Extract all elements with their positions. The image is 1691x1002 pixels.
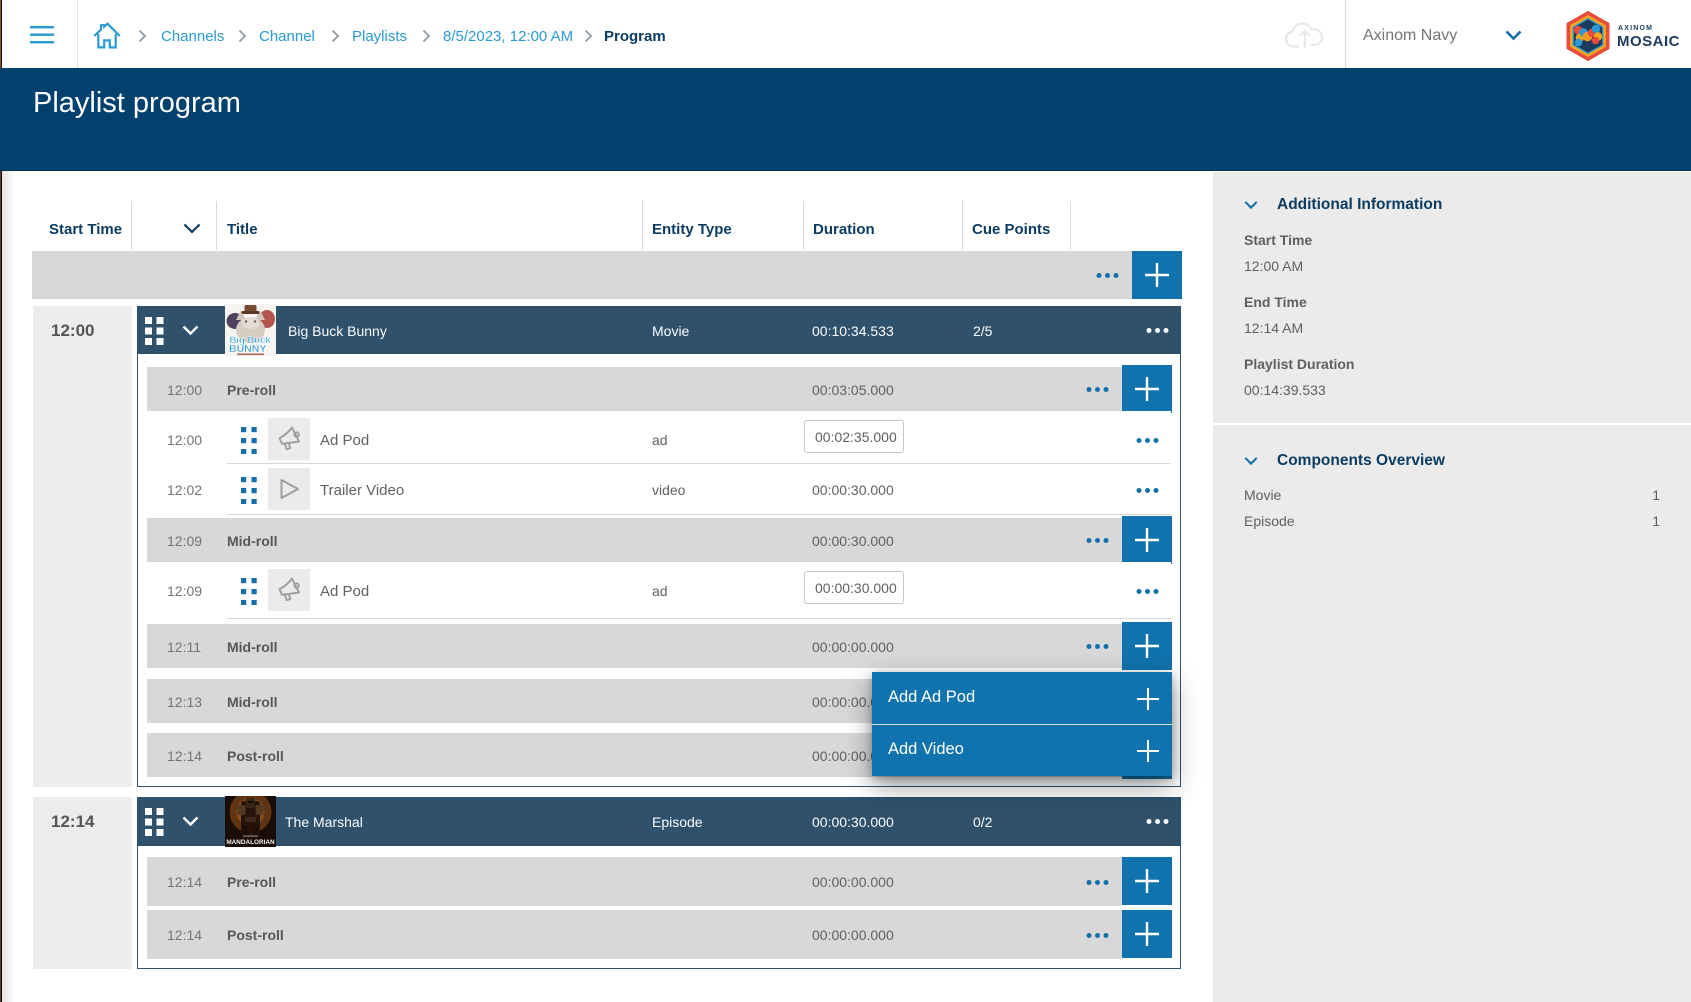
svg-text:BUNNY: BUNNY	[229, 343, 266, 355]
svg-text:MANDALORIAN: MANDALORIAN	[226, 839, 275, 846]
svg-text:Big Buck: Big Buck	[230, 335, 272, 346]
